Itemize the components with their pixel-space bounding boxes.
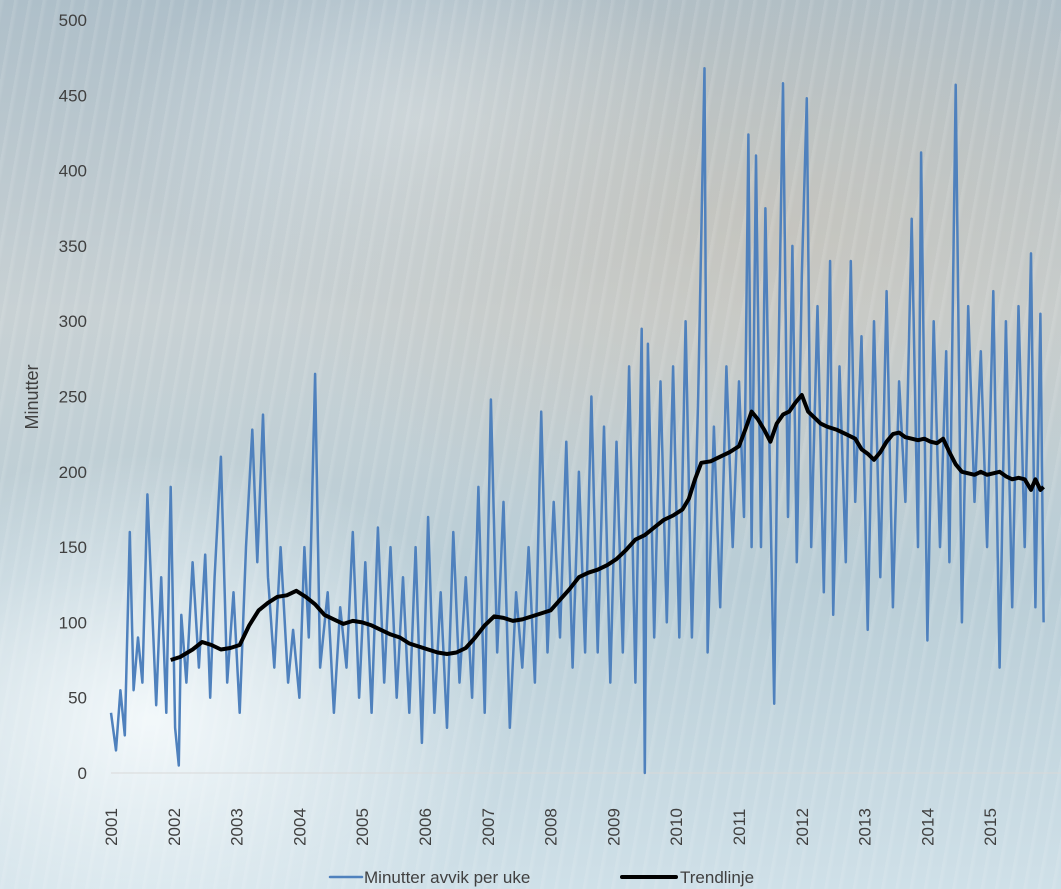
x-tick-label: 2015 <box>981 808 1000 846</box>
x-tick-label: 2008 <box>542 808 561 846</box>
series-line-trend <box>170 393 1045 662</box>
y-tick-label: 250 <box>59 388 87 407</box>
y-axis-label: Minutter <box>22 364 42 429</box>
series-group <box>109 66 1045 775</box>
x-tick-label: 2010 <box>667 808 686 846</box>
x-tick-label: 2001 <box>102 808 121 846</box>
x-tick-label: 2014 <box>918 808 937 846</box>
y-tick-label: 100 <box>59 613 87 632</box>
y-tick-label: 350 <box>59 237 87 256</box>
x-tick-label: 2012 <box>793 808 812 846</box>
x-axis-ticks: 2001 2002 2003 2004 2005 2006 2007 2008 2009 2010… <box>102 808 1000 846</box>
y-tick-label: 200 <box>59 463 87 482</box>
x-tick-label: 2011 <box>730 809 749 846</box>
y-tick-label: 300 <box>59 312 87 331</box>
y-tick-label: 500 <box>59 11 87 30</box>
y-tick-label: 50 <box>68 689 87 708</box>
x-tick-label: 2007 <box>479 808 498 846</box>
y-tick-label: 450 <box>59 86 87 105</box>
y-tick-label: 400 <box>59 162 87 181</box>
x-tick-label: 2006 <box>416 808 435 846</box>
y-tick-label: 0 <box>78 764 87 783</box>
x-tick-label: 2005 <box>353 808 372 846</box>
legend-label: Minutter avvik per uke <box>364 868 530 887</box>
y-tick-label: 150 <box>59 538 87 557</box>
series-line-avvik <box>109 66 1045 775</box>
x-tick-label: 2013 <box>856 808 875 846</box>
x-tick-label: 2002 <box>165 808 184 846</box>
legend-label: Trendlinje <box>680 868 754 887</box>
legend: Minutter avvik per uke Trendlinje <box>328 868 754 887</box>
x-tick-label: 2003 <box>228 808 247 846</box>
y-axis-ticks: 0 50 100 150 200 250 300 350 400 450 500 <box>59 11 87 783</box>
x-tick-label: 2004 <box>290 808 309 846</box>
x-tick-label: 2009 <box>604 808 623 846</box>
